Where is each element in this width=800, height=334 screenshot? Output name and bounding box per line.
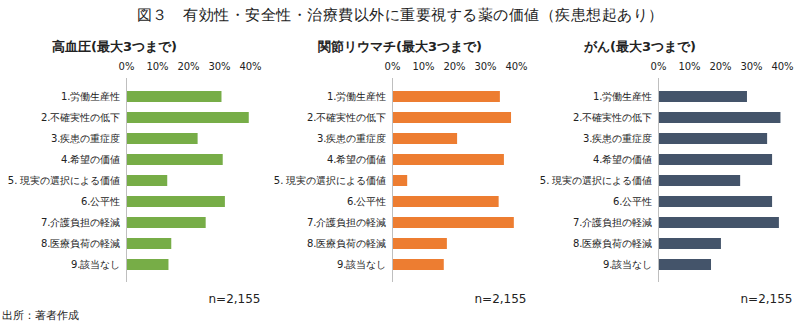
svg-text:5. 現実の選択による価値: 5. 現実の選択による価値: [274, 175, 387, 186]
svg-text:30%: 30%: [740, 61, 762, 72]
svg-text:7.介護負担の軽減: 7.介護負担の軽減: [41, 217, 121, 228]
svg-text:1.労働生産性: 1.労働生産性: [593, 91, 653, 102]
svg-text:5. 現実の選択による価値: 5. 現実の選択による価値: [8, 175, 121, 186]
svg-text:10%: 10%: [146, 61, 168, 72]
svg-text:1.労働生産性: 1.労働生産性: [327, 91, 387, 102]
svg-text:8.医療負荷の軽減: 8.医療負荷の軽減: [573, 238, 653, 249]
svg-text:30%: 30%: [208, 61, 230, 72]
svg-text:8.医療負荷の軽減: 8.医療負荷の軽減: [41, 238, 121, 249]
svg-text:7.介護負担の軽減: 7.介護負担の軽減: [573, 217, 653, 228]
svg-text:9.該当なし: 9.該当なし: [603, 259, 653, 270]
svg-text:4.希望の価値: 4.希望の価値: [61, 154, 121, 165]
svg-text:6.公平性: 6.公平性: [347, 196, 387, 207]
html-text:図３ 有効性・安全性・治療費以外に重要視する薬の価値（疾患想: 図３ 有効性・安全性・治療費以外に重要視する薬の価値（疾患想起あり）: [136, 6, 664, 24]
svg-text:9.該当なし: 9.該当なし: [71, 259, 121, 270]
svg-text:1.労働生産性: 1.労働生産性: [61, 91, 121, 102]
svg-text:20%: 20%: [177, 61, 199, 72]
svg-text:2.不確実性の低下: 2.不確実性の低下: [307, 112, 387, 123]
svg-text:n=2,155: n=2,155: [740, 292, 792, 306]
svg-text:8.医療負荷の軽減: 8.医療負荷の軽減: [307, 238, 387, 249]
svg-text:6.公平性: 6.公平性: [613, 196, 653, 207]
svg-text:6.公平性: 6.公平性: [81, 196, 121, 207]
svg-text:n=2,155: n=2,155: [474, 292, 526, 306]
svg-text:40%: 40%: [771, 61, 793, 72]
html-text:高血圧(最大3つまで): 高血圧(最大3つまで): [52, 39, 177, 54]
svg-text:2.不確実性の低下: 2.不確実性の低下: [41, 112, 121, 123]
svg-text:4.希望の価値: 4.希望の価値: [593, 154, 653, 165]
svg-text:40%: 40%: [505, 61, 527, 72]
html-text:出所：著者作成: 出所：著者作成: [2, 309, 79, 322]
svg-text:0%: 0%: [119, 61, 135, 72]
svg-text:5. 現実の選択による価値: 5. 現実の選択による価値: [540, 175, 653, 186]
svg-text:10%: 10%: [678, 61, 700, 72]
svg-text:40%: 40%: [239, 61, 261, 72]
svg-text:0%: 0%: [651, 61, 667, 72]
svg-text:3.疾患の重症度: 3.疾患の重症度: [51, 133, 121, 144]
svg-text:n=2,155: n=2,155: [208, 292, 260, 306]
svg-text:0%: 0%: [385, 61, 401, 72]
html-text:がん(最大3つまで): がん(最大3つまで): [584, 39, 696, 54]
svg-text:20%: 20%: [443, 61, 465, 72]
svg-text:3.疾患の重症度: 3.疾患の重症度: [583, 133, 653, 144]
svg-text:10%: 10%: [412, 61, 434, 72]
svg-text:2.不確実性の低下: 2.不確実性の低下: [573, 112, 653, 123]
svg-text:20%: 20%: [709, 61, 731, 72]
svg-text:3.疾患の重症度: 3.疾患の重症度: [317, 133, 387, 144]
svg-text:7.介護負担の軽減: 7.介護負担の軽減: [307, 217, 387, 228]
html-text:関節リウマチ(最大3つまで): 関節リウマチ(最大3つまで): [318, 39, 482, 54]
svg-text:4.希望の価値: 4.希望の価値: [327, 154, 387, 165]
svg-text:30%: 30%: [474, 61, 496, 72]
svg-text:9.該当なし: 9.該当なし: [337, 259, 387, 270]
